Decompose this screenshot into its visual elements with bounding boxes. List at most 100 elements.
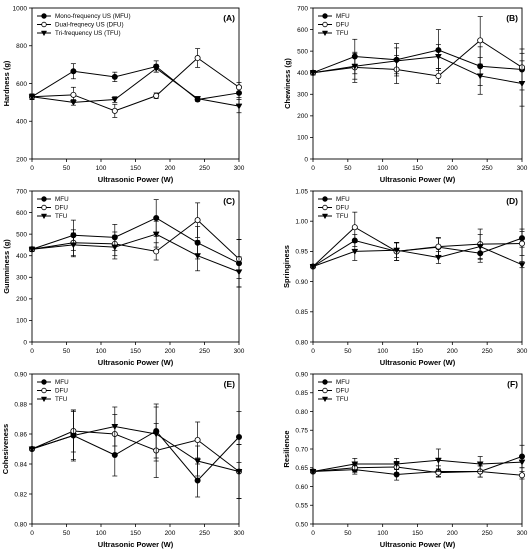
- legend-marker: [322, 21, 328, 28]
- x-tick-label: 100: [377, 348, 388, 355]
- y-tick-label: 400: [16, 119, 27, 126]
- x-tick-label: 100: [96, 530, 107, 537]
- legend-marker: [322, 196, 328, 202]
- y-tick-label: 0.85: [295, 309, 308, 316]
- series-2: [28, 406, 243, 499]
- series-line: [31, 430, 240, 472]
- chart-panel-2: 0 50 100 150 200 250 300 0 100 200 300 400 500 600 700…: [2, 188, 245, 367]
- x-axis-label: Ultrasonic Power (W): [380, 175, 456, 184]
- chart-panel-3: 0 50 100 150 200 250 300 0.80 0.85 0.90 0.95 1.00 1.…: [282, 188, 528, 367]
- data-point: [194, 217, 201, 224]
- y-tick-label: 0.85: [295, 390, 308, 397]
- panel-label: (A): [223, 13, 235, 23]
- legend-marker: [40, 213, 48, 220]
- y-tick-label: 300: [16, 275, 27, 282]
- data-point: [235, 433, 242, 440]
- data-point: [518, 81, 526, 87]
- y-tick-label: 600: [16, 210, 27, 217]
- x-tick-label: 150: [130, 530, 141, 537]
- data-point: [435, 243, 442, 250]
- y-tick-label: 700: [16, 188, 27, 195]
- y-tick-label: 600: [16, 81, 27, 88]
- series-1: [28, 48, 242, 118]
- data-point: [194, 253, 202, 260]
- y-axis-label: Hardness (g): [2, 60, 11, 106]
- x-tick-label: 100: [96, 165, 107, 172]
- x-tick-label: 300: [234, 165, 245, 172]
- y-tick-label: 0.88: [14, 401, 27, 408]
- data-point: [351, 248, 359, 255]
- y-tick-label: 0.82: [14, 491, 27, 498]
- data-point: [309, 70, 317, 77]
- x-tick-label: 50: [63, 530, 71, 537]
- legend-label: MFU: [336, 13, 350, 20]
- y-tick-label: 1.05: [295, 188, 308, 195]
- y-tick-label: 0.55: [295, 503, 308, 510]
- x-tick-label: 150: [130, 165, 141, 172]
- data-point: [235, 84, 242, 91]
- data-point: [69, 99, 77, 106]
- x-tick-label: 250: [199, 348, 210, 355]
- legend-marker: [322, 13, 328, 19]
- series-0: [309, 29, 526, 91]
- data-point: [69, 433, 77, 439]
- data-point: [434, 54, 442, 61]
- series-2: [28, 64, 243, 114]
- legend-label: TFU: [336, 213, 349, 220]
- x-tick-label: 100: [377, 530, 388, 537]
- y-tick-label: 400: [16, 253, 27, 260]
- data-point: [111, 97, 119, 104]
- chart-panel-0: 0 50 100 150 200 250 300 200 400 600 800 1000 Ultras…: [2, 5, 245, 184]
- y-tick-label: 0.70: [295, 446, 308, 453]
- y-tick-label: 0.90: [295, 279, 308, 286]
- y-tick-label: 200: [16, 296, 27, 303]
- series-1: [309, 211, 526, 270]
- series-0: [309, 444, 526, 481]
- data-point: [518, 459, 526, 466]
- data-point: [235, 269, 243, 276]
- data-point: [194, 55, 201, 62]
- data-point: [519, 240, 526, 247]
- x-tick-label: 0: [30, 530, 34, 537]
- y-tick-label: 600: [297, 27, 308, 34]
- x-tick-label: 300: [234, 348, 245, 355]
- legend-marker: [41, 13, 47, 19]
- legend-label: Tri-frequency US (TFU): [55, 30, 121, 37]
- y-tick-label: 0.90: [295, 371, 308, 378]
- legend-label: DFU: [55, 205, 68, 212]
- y-tick-label: 1.00: [295, 219, 308, 226]
- y-tick-label: 300: [297, 92, 308, 99]
- y-tick-label: 0.80: [295, 409, 308, 416]
- data-point: [111, 244, 119, 251]
- data-point: [476, 461, 484, 468]
- series-line: [312, 49, 523, 74]
- x-tick-label: 250: [482, 165, 493, 172]
- x-axis-label: Ultrasonic Power (W): [98, 358, 174, 367]
- series-0: [28, 403, 242, 498]
- panel-label: (E): [224, 379, 236, 389]
- y-tick-label: 0.75: [295, 428, 308, 435]
- y-tick-label: 0: [23, 339, 27, 346]
- x-tick-label: 200: [165, 165, 176, 172]
- legend-label: Dual-freqnecy US (DFU): [55, 22, 124, 29]
- y-axis-label: Gumminess (g): [2, 239, 11, 294]
- legend-label: DFU: [336, 388, 349, 395]
- y-tick-label: 0.86: [14, 431, 27, 438]
- x-tick-label: 0: [30, 165, 34, 172]
- x-tick-label: 50: [344, 348, 352, 355]
- legend-marker: [40, 30, 48, 37]
- x-tick-label: 150: [412, 165, 423, 172]
- x-tick-label: 200: [165, 530, 176, 537]
- data-point: [476, 244, 484, 251]
- legend-marker: [41, 204, 47, 211]
- y-tick-label: 0.90: [14, 371, 27, 378]
- x-tick-label: 150: [412, 530, 423, 537]
- x-tick-label: 0: [30, 348, 34, 355]
- y-tick-label: 400: [297, 70, 308, 77]
- legend-label: TFU: [55, 213, 68, 220]
- series-line: [312, 246, 523, 267]
- x-tick-label: 250: [199, 530, 210, 537]
- series-2: [309, 448, 526, 475]
- y-tick-label: 0.84: [14, 461, 27, 468]
